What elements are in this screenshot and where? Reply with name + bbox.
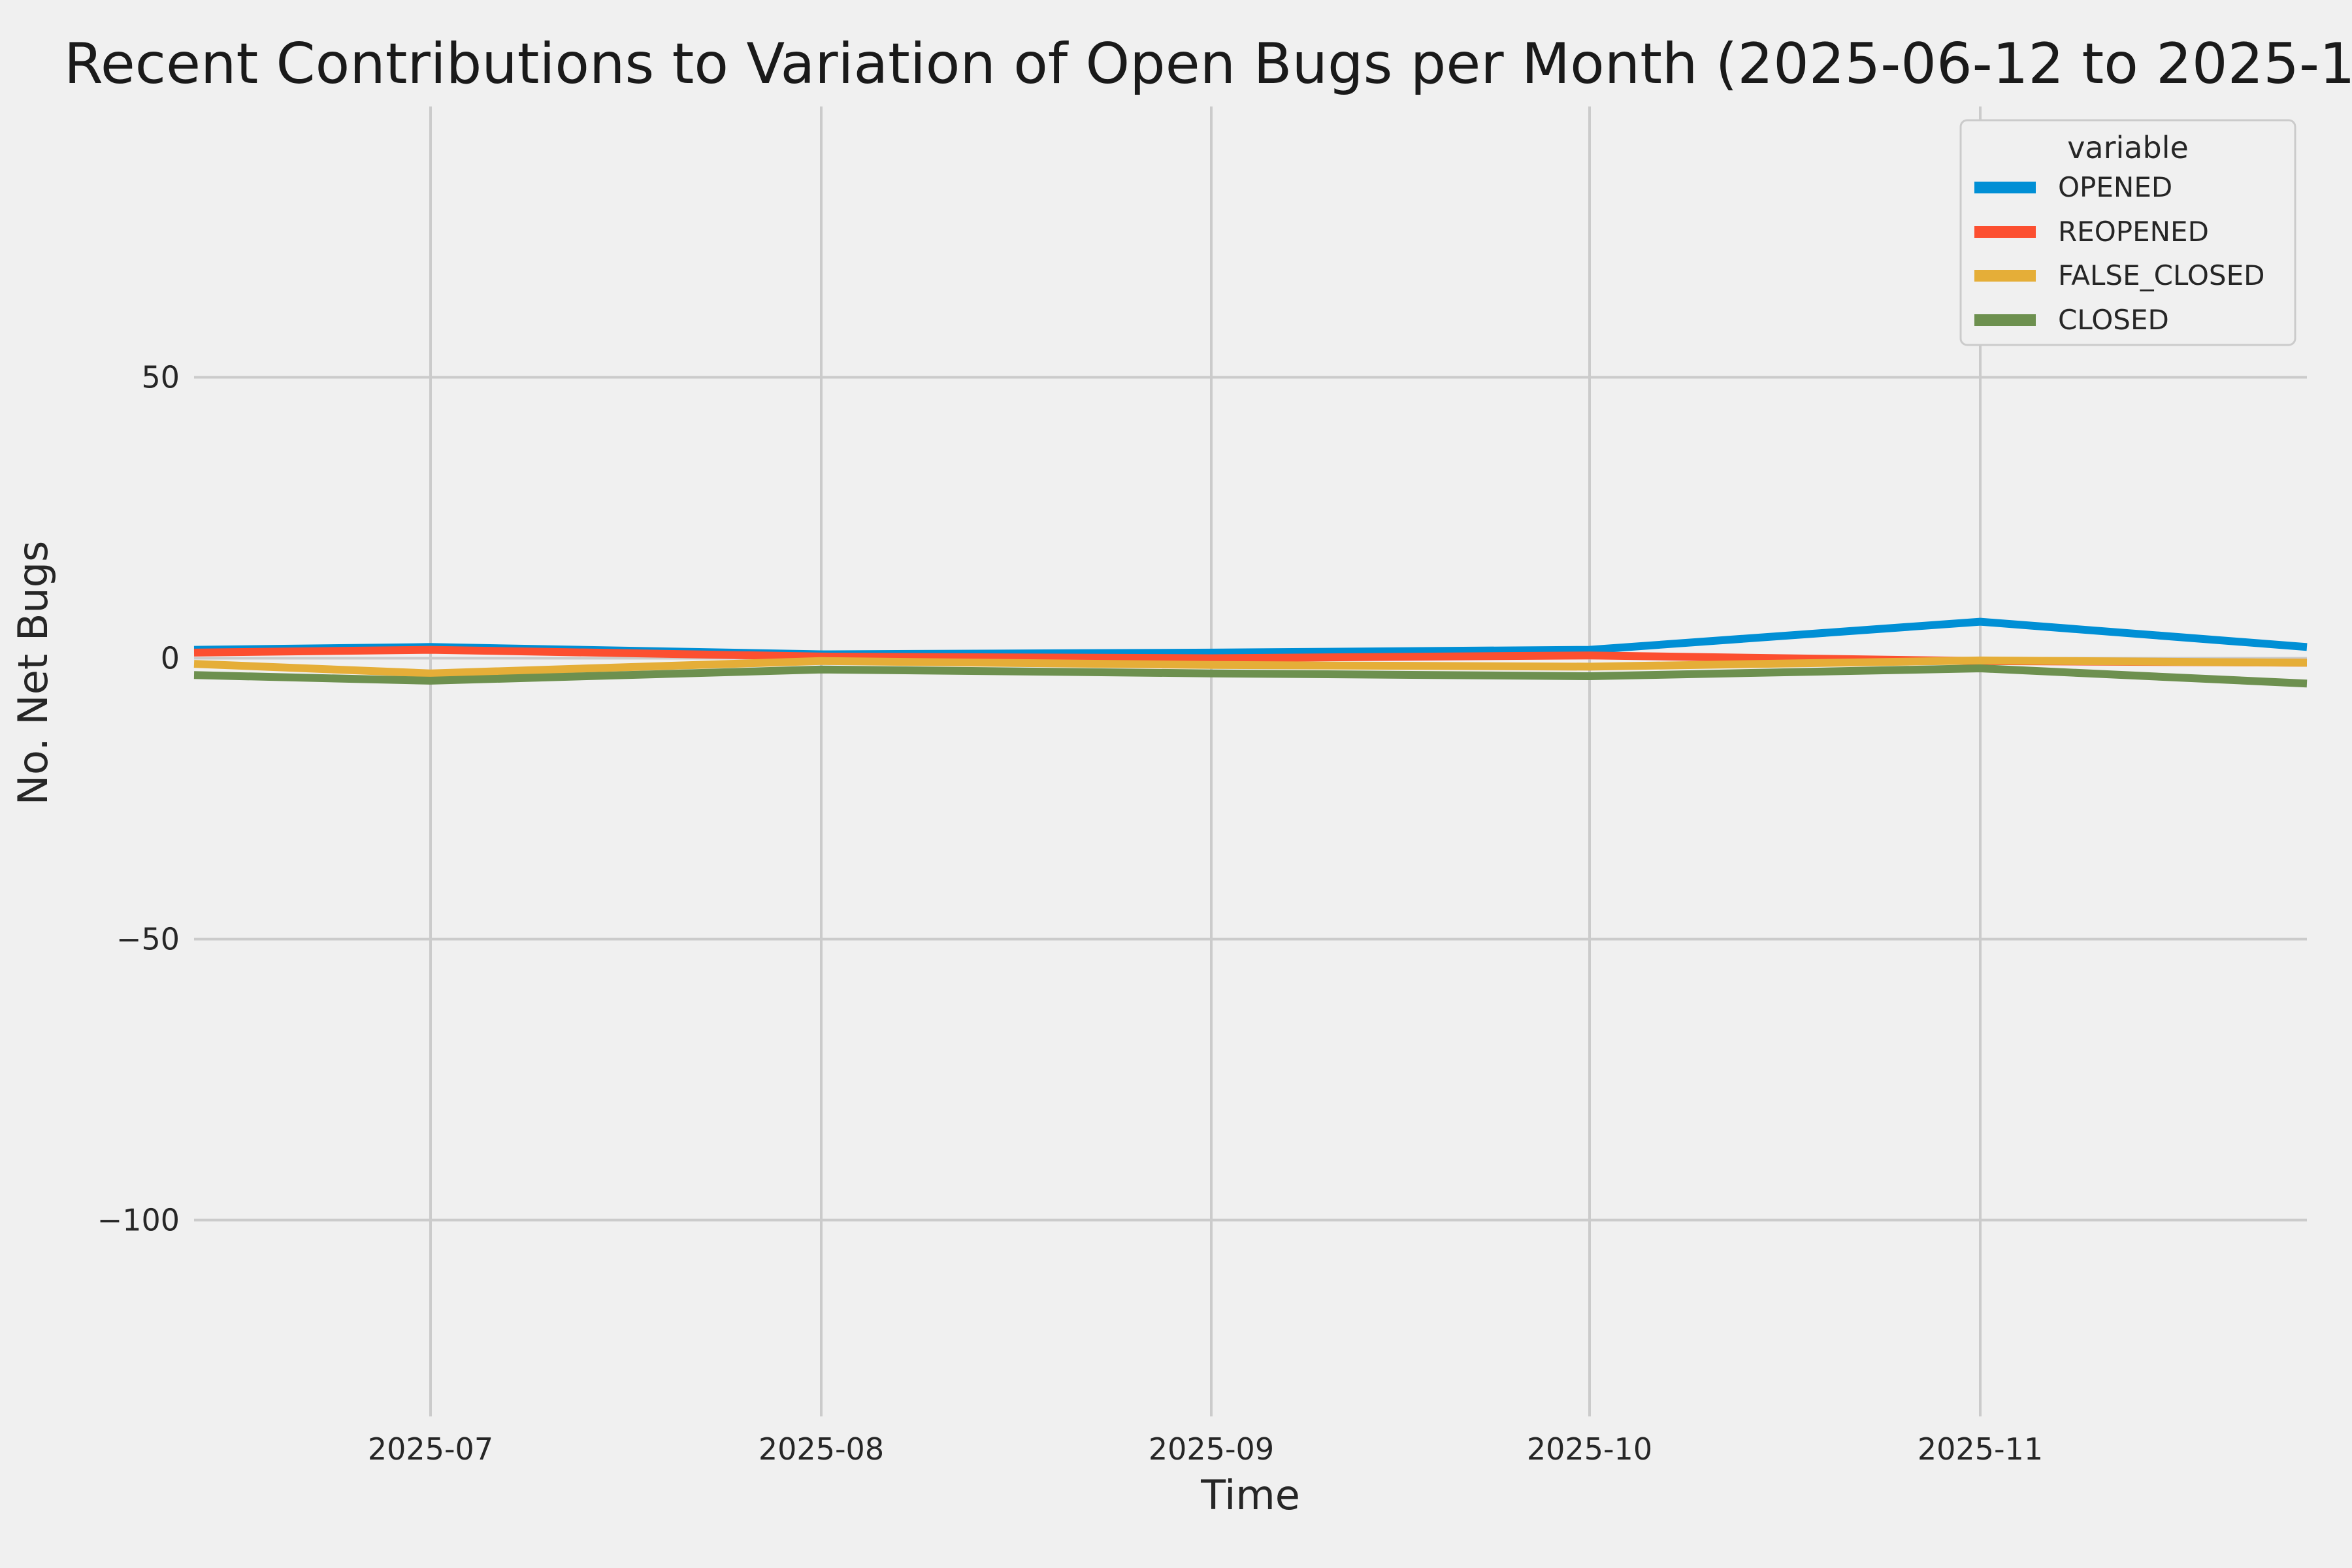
legend-item: REOPENED [1974,216,2209,248]
legend-item: CLOSED [1974,304,2169,336]
legend-box [1959,119,2296,346]
legend-title: variable [2067,130,2189,165]
vertical-gridlines [429,106,1982,1416]
series-line-closed [193,664,2308,688]
x-tick-label: 2025-09 [1149,1431,1274,1467]
legend-label-opened: OPENED [2058,171,2172,203]
x-axis-label: Time [1200,1471,1300,1519]
x-tick-label: 2025-10 [1527,1431,1652,1467]
legend-item: FALSE_CLOSED [1974,259,2264,291]
chart-title: Recent Contributions to Variation of Ope… [64,31,2352,97]
x-axis-tick-labels: 2025-07 2025-08 2025-09 2025-10 2025-11 [368,1431,2043,1467]
y-tick-label: −100 [97,1203,180,1238]
series-line-false_closed [193,656,2308,678]
y-tick-label: 50 [141,360,180,395]
data-series [193,617,2308,688]
x-tick-label: 2025-07 [368,1431,493,1467]
y-tick-label: −50 [116,922,180,957]
legend-label-reopened: REOPENED [2058,216,2209,248]
legend-label-false-closed: FALSE_CLOSED [2058,259,2264,291]
y-axis-tick-labels: 50 0 −50 −100 [97,360,180,1238]
y-axis-label: No. Net Bugs [9,541,57,806]
legend-item: OPENED [1974,171,2172,203]
legend: variable OPENED REOPENED FALSE_CLOSED CL… [1959,119,2296,346]
y-tick-label: 0 [161,641,180,676]
x-tick-label: 2025-11 [1918,1431,2043,1467]
legend-label-closed: CLOSED [2058,304,2169,336]
x-tick-label: 2025-08 [759,1431,884,1467]
